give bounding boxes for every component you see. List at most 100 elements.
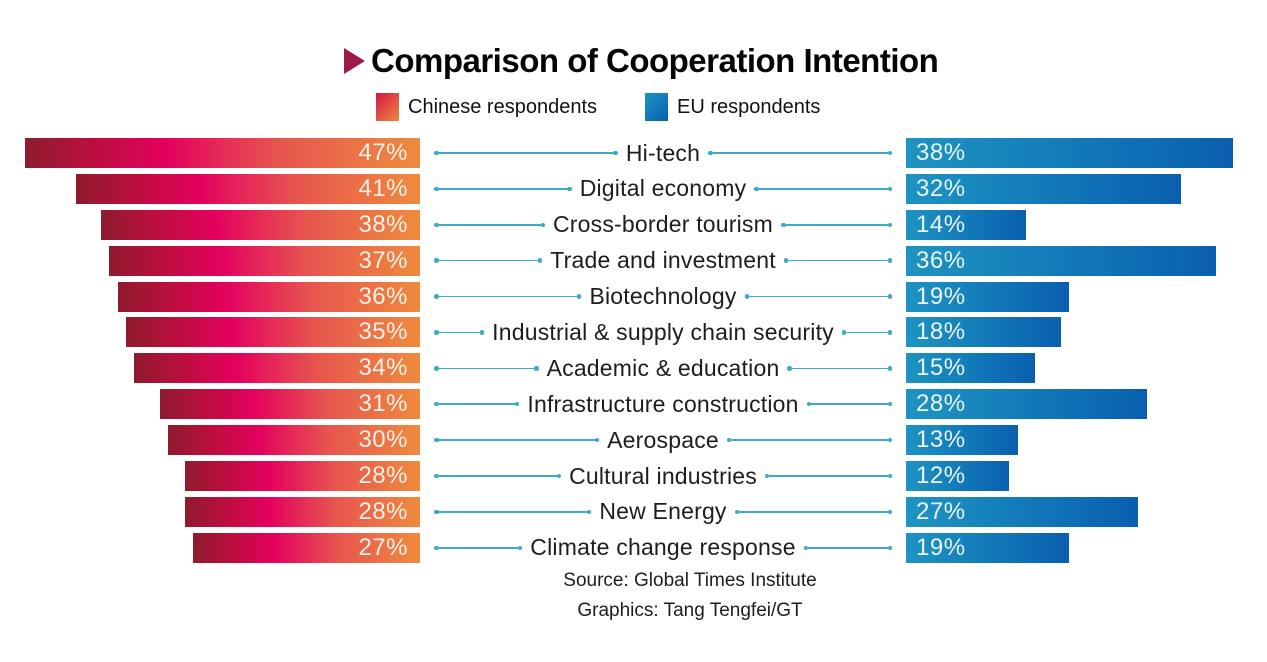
connector-line-right bbox=[708, 150, 892, 156]
category-label-zone: Climate change response bbox=[420, 533, 906, 563]
eu-bar-zone: 32% bbox=[906, 173, 1267, 204]
eu-bar-zone: 36% bbox=[906, 245, 1267, 276]
chinese-bar: 28% bbox=[184, 461, 420, 492]
connector-line-right bbox=[804, 545, 892, 551]
eu-bar: 15% bbox=[906, 353, 1035, 384]
eu-bar: 36% bbox=[906, 245, 1216, 276]
eu-bar: 19% bbox=[906, 532, 1070, 563]
category-label: Trade and investment bbox=[550, 247, 776, 274]
eu-bar-zone: 14% bbox=[906, 209, 1267, 240]
connector-line-left bbox=[434, 437, 599, 443]
graphics-credit: Graphics: Tang Tengfei/GT bbox=[577, 600, 803, 621]
connector-line-right bbox=[745, 294, 892, 300]
eu-value-label: 27% bbox=[916, 497, 966, 525]
chinese-value-label: 38% bbox=[358, 210, 408, 238]
eu-bar: 28% bbox=[906, 389, 1147, 420]
eu-value-label: 28% bbox=[916, 390, 966, 418]
eu-bar: 27% bbox=[906, 496, 1139, 527]
chart-row: 34% Academic & education 15% bbox=[0, 353, 1267, 384]
connector-line-left bbox=[434, 258, 542, 264]
chart-row: 35% Industrial & supply chain security 1… bbox=[0, 317, 1267, 348]
source-credit: Source: Global Times Institute bbox=[563, 570, 817, 591]
title-triangle-icon bbox=[344, 48, 365, 74]
chinese-value-label: 30% bbox=[358, 426, 408, 454]
legend-label-chinese: Chinese respondents bbox=[408, 95, 598, 118]
chinese-value-label: 28% bbox=[358, 497, 408, 525]
legend-label-eu: EU respondents bbox=[677, 95, 821, 118]
chinese-bar-zone: 41% bbox=[0, 173, 420, 204]
category-label: Digital economy bbox=[579, 175, 747, 202]
chinese-bar: 30% bbox=[168, 425, 420, 456]
chinese-bar: 27% bbox=[193, 532, 420, 563]
eu-bar-zone: 27% bbox=[906, 496, 1267, 527]
eu-value-label: 15% bbox=[916, 354, 966, 382]
eu-bar-zone: 13% bbox=[906, 425, 1267, 456]
chart-rows: 47% Hi-tech 38% 41% Dig bbox=[0, 138, 1267, 569]
connector-line-left bbox=[434, 545, 522, 551]
chinese-bar: 41% bbox=[75, 173, 420, 204]
eu-bar: 32% bbox=[906, 173, 1182, 204]
connector-line-left bbox=[434, 150, 618, 156]
chinese-bar: 34% bbox=[134, 353, 420, 384]
connector-line-left bbox=[434, 329, 484, 335]
chart-row: 27% Climate change response 19% bbox=[0, 532, 1267, 563]
category-label: Hi-tech bbox=[625, 139, 701, 166]
category-label-zone: Hi-tech bbox=[420, 138, 906, 168]
chinese-value-label: 41% bbox=[358, 174, 408, 202]
connector-line-right bbox=[754, 186, 892, 192]
category-label: Industrial & supply chain security bbox=[492, 318, 834, 345]
chinese-value-label: 27% bbox=[358, 533, 408, 561]
connector-line-right bbox=[735, 509, 892, 515]
legend-item-eu: EU respondents bbox=[645, 93, 820, 121]
chinese-value-label: 34% bbox=[358, 354, 408, 382]
eu-value-label: 36% bbox=[916, 246, 966, 274]
eu-bar-zone: 28% bbox=[906, 389, 1267, 420]
eu-bar: 38% bbox=[906, 138, 1233, 168]
connector-line-right bbox=[842, 329, 892, 335]
category-label: Academic & education bbox=[546, 354, 780, 381]
chinese-bar-zone: 34% bbox=[0, 353, 420, 384]
eu-value-label: 14% bbox=[916, 210, 966, 238]
chart-title: Comparison of Cooperation Intention bbox=[371, 42, 939, 79]
category-label: Cross-border tourism bbox=[553, 211, 773, 238]
eu-bar-zone: 38% bbox=[906, 138, 1267, 168]
category-label-zone: Digital economy bbox=[420, 174, 906, 204]
legend-item-chinese: Chinese respondents bbox=[376, 93, 597, 121]
chinese-bar-zone: 28% bbox=[0, 461, 420, 492]
chart-row: 37% Trade and investment 36% bbox=[0, 245, 1267, 276]
chinese-bar-zone: 47% bbox=[0, 138, 420, 168]
chinese-value-label: 47% bbox=[358, 139, 408, 166]
chinese-bar-zone: 27% bbox=[0, 532, 420, 563]
eu-value-label: 12% bbox=[916, 462, 966, 490]
eu-value-label: 18% bbox=[916, 318, 966, 346]
category-label-zone: Academic & education bbox=[420, 353, 906, 383]
chinese-bar-zone: 28% bbox=[0, 496, 420, 527]
category-label-zone: New Energy bbox=[420, 497, 906, 527]
category-label: Aerospace bbox=[607, 426, 719, 453]
category-label-zone: Biotechnology bbox=[420, 282, 906, 312]
connector-line-left bbox=[434, 186, 572, 192]
eu-bar-zone: 19% bbox=[906, 281, 1267, 312]
connector-line-right bbox=[787, 365, 892, 371]
connector-line-right bbox=[765, 473, 892, 479]
eu-series-swatch-icon bbox=[645, 93, 669, 121]
chart-row: 28% New Energy 27% bbox=[0, 496, 1267, 527]
category-label: Infrastructure construction bbox=[527, 390, 799, 417]
eu-value-label: 32% bbox=[916, 174, 966, 202]
eu-bar-zone: 18% bbox=[906, 317, 1267, 348]
chart-row: 38% Cross-border tourism 14% bbox=[0, 209, 1267, 240]
chinese-series-swatch-icon bbox=[376, 93, 399, 121]
chinese-bar-zone: 36% bbox=[0, 281, 420, 312]
chinese-bar-zone: 30% bbox=[0, 425, 420, 456]
footer: Source: Global Times Institute Graphics:… bbox=[420, 566, 960, 626]
category-label-zone: Aerospace bbox=[420, 425, 906, 455]
chinese-value-label: 31% bbox=[358, 390, 408, 418]
chinese-bar: 38% bbox=[100, 209, 420, 240]
chart-row: 28% Cultural industries 12% bbox=[0, 461, 1267, 492]
category-label-zone: Infrastructure construction bbox=[420, 389, 906, 419]
eu-bar: 12% bbox=[906, 461, 1010, 492]
category-label: New Energy bbox=[599, 498, 727, 525]
legend: Chinese respondents EU respondents bbox=[376, 93, 820, 121]
eu-value-label: 38% bbox=[916, 139, 966, 166]
